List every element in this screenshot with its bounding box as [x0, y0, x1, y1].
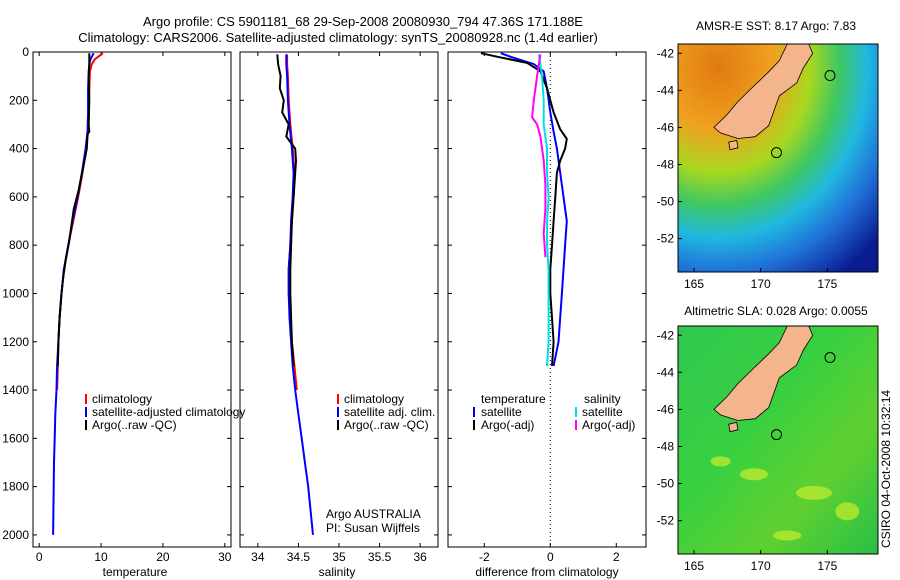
sla_map-xtick-label: 170 [751, 559, 771, 573]
legend-salinity-satellite: satellite [582, 405, 623, 419]
sst_map-ytick-label: -52 [657, 232, 675, 246]
salinity-legend-satellite: satellite adj. clim. [344, 405, 435, 419]
sst-map: AMSR-E SST: 8.17 Argo: 7.83 165 170 175 -42… [657, 19, 879, 291]
new-zealand-landmass [713, 43, 814, 139]
legend-header-salinity: salinity [584, 392, 621, 406]
temperature-xtick-label: 0 [36, 550, 43, 564]
sst_map-ytick-label: -48 [657, 157, 675, 171]
temperature-ytick-label: 1200 [2, 335, 29, 349]
sla_map-ytick-label: -48 [657, 439, 675, 453]
sst_map-ytick-label: -46 [657, 120, 675, 134]
temperature-xtick-label: 30 [218, 550, 232, 564]
temperature-ytick-label: 0 [22, 45, 29, 59]
salinity-xtick-label: 34 [251, 550, 265, 564]
figure-title-line1: Argo profile: CS 5901181_68 29-Sep-2008 … [143, 14, 583, 29]
temperature-series-line [52, 52, 95, 535]
temperature-ytick-label: 1000 [2, 286, 29, 300]
argo-location-marker [771, 429, 783, 441]
sst_map-xtick-label: 175 [817, 277, 837, 291]
argo-pi-label: PI: Susan Wijffels [326, 521, 420, 535]
temperature-ytick-label: 1600 [2, 431, 29, 445]
salinity-panel: salinity climatology satellite adj. clim… [239, 51, 439, 579]
sla_map-ytick-label: -50 [657, 477, 675, 491]
temperature-panel: temperature climatology satellite-adjust… [2, 45, 245, 579]
sla-anomaly-blob [740, 468, 768, 481]
salinity-legend-climatology: climatology [344, 392, 404, 406]
difference-series-line [480, 52, 568, 366]
difference-xtick-label: -2 [479, 550, 490, 564]
legend-salinity-argo: Argo(-adj) [582, 418, 635, 432]
temperature-ytick-label: 400 [9, 142, 29, 156]
temperature-axes-box [32, 51, 232, 548]
temperature-legend-argo: Argo(..raw -QC) [92, 418, 177, 432]
temperature-ytick-label: 600 [9, 190, 29, 204]
temperature-ytick-label: 1800 [2, 480, 29, 494]
sla-anomaly-blob [773, 530, 802, 541]
stewart-island [728, 139, 739, 151]
sst_map-axes-box [677, 43, 879, 273]
temperature-legend: climatology satellite-adjusted climatolo… [92, 392, 245, 432]
difference-series-line [531, 54, 547, 258]
difference-panel: difference from climatology temperature … [447, 51, 647, 579]
difference-xtick-label: 0 [547, 550, 554, 564]
sla-anomaly-blob [835, 502, 860, 521]
sst_map-ytick-label: -44 [657, 83, 675, 97]
sla_map-ytick-label: -52 [657, 514, 675, 528]
sla_map-ytick-label: -46 [657, 402, 675, 416]
temperature-ytick-label: 800 [9, 238, 29, 252]
salinity-axes-box [239, 51, 439, 548]
salinity-xlabel: salinity [319, 565, 356, 579]
sla-map: Altimetric SLA: 0.028 Argo: 0.0055 165 17… [657, 304, 879, 573]
temperature-ytick-label: 1400 [2, 383, 29, 397]
map-circle-marker [824, 70, 836, 82]
map-circle-marker [824, 352, 836, 364]
sst_map-xtick-label: 165 [684, 277, 704, 291]
salinity-xtick-label: 35 [332, 550, 346, 564]
salinity-xtick-label: 35.5 [368, 550, 392, 564]
difference-axes-box [447, 51, 647, 548]
temperature-xlabel: temperature [103, 565, 168, 579]
legend-temperature-argo: Argo(-adj) [481, 418, 534, 432]
sst_map-ytick-label: -50 [657, 195, 675, 209]
sst-map-title: AMSR-E SST: 8.17 Argo: 7.83 [696, 19, 856, 33]
salinity-xtick-label: 34.5 [287, 550, 311, 564]
temperature-series-line [56, 52, 104, 391]
sla_map-ytick-label: -42 [657, 328, 675, 342]
difference-xlabel: difference from climatology [475, 565, 618, 579]
sla-anomaly-blob [710, 456, 731, 467]
difference-xtick-label: 2 [613, 550, 620, 564]
salinity-xtick-label: 36 [413, 550, 427, 564]
legend-temperature-satellite: satellite [481, 405, 522, 419]
temperature-legend-satellite: satellite-adjusted climatology [92, 405, 245, 419]
temperature-xtick-label: 10 [94, 550, 108, 564]
figure-title-line2: Climatology: CARS2006. Satellite-adjuste… [78, 30, 598, 45]
salinity-series-line [276, 54, 298, 366]
salinity-series-line [285, 54, 314, 535]
stewart-island [728, 421, 739, 433]
sla_map-axes-box [677, 325, 879, 555]
temperature-series-line [56, 53, 91, 366]
temperature-ytick-label: 200 [9, 93, 29, 107]
legend-header-temperature: temperature [481, 392, 546, 406]
temperature-legend-climatology: climatology [92, 392, 152, 406]
new-zealand-landmass [713, 325, 814, 421]
sla-anomaly-blob [796, 485, 832, 500]
argo-program-label: Argo AUSTRALIA [326, 507, 421, 521]
temperature-ytick-label: 2000 [2, 528, 29, 542]
temperature-xtick-label: 20 [156, 550, 170, 564]
salinity-legend: climatology satellite adj. clim. Argo(..… [344, 392, 435, 432]
difference-legend: temperature salinity satellite Argo(-adj… [481, 392, 635, 432]
sla_map-xtick-label: 175 [817, 559, 837, 573]
sla_map-ytick-label: -44 [657, 365, 675, 379]
sla_map-xtick-label: 165 [684, 559, 704, 573]
sst_map-xtick-label: 170 [751, 277, 771, 291]
difference-series-line [537, 54, 550, 366]
sla-map-title: Altimetric SLA: 0.028 Argo: 0.0055 [684, 304, 868, 318]
sst_map-ytick-label: -42 [657, 46, 675, 60]
salinity-legend-argo: Argo(..raw -QC) [344, 418, 429, 432]
timestamp-label: CSIRO 04-Oct-2008 10:32:14 [879, 390, 893, 548]
argo-location-marker [771, 147, 783, 159]
